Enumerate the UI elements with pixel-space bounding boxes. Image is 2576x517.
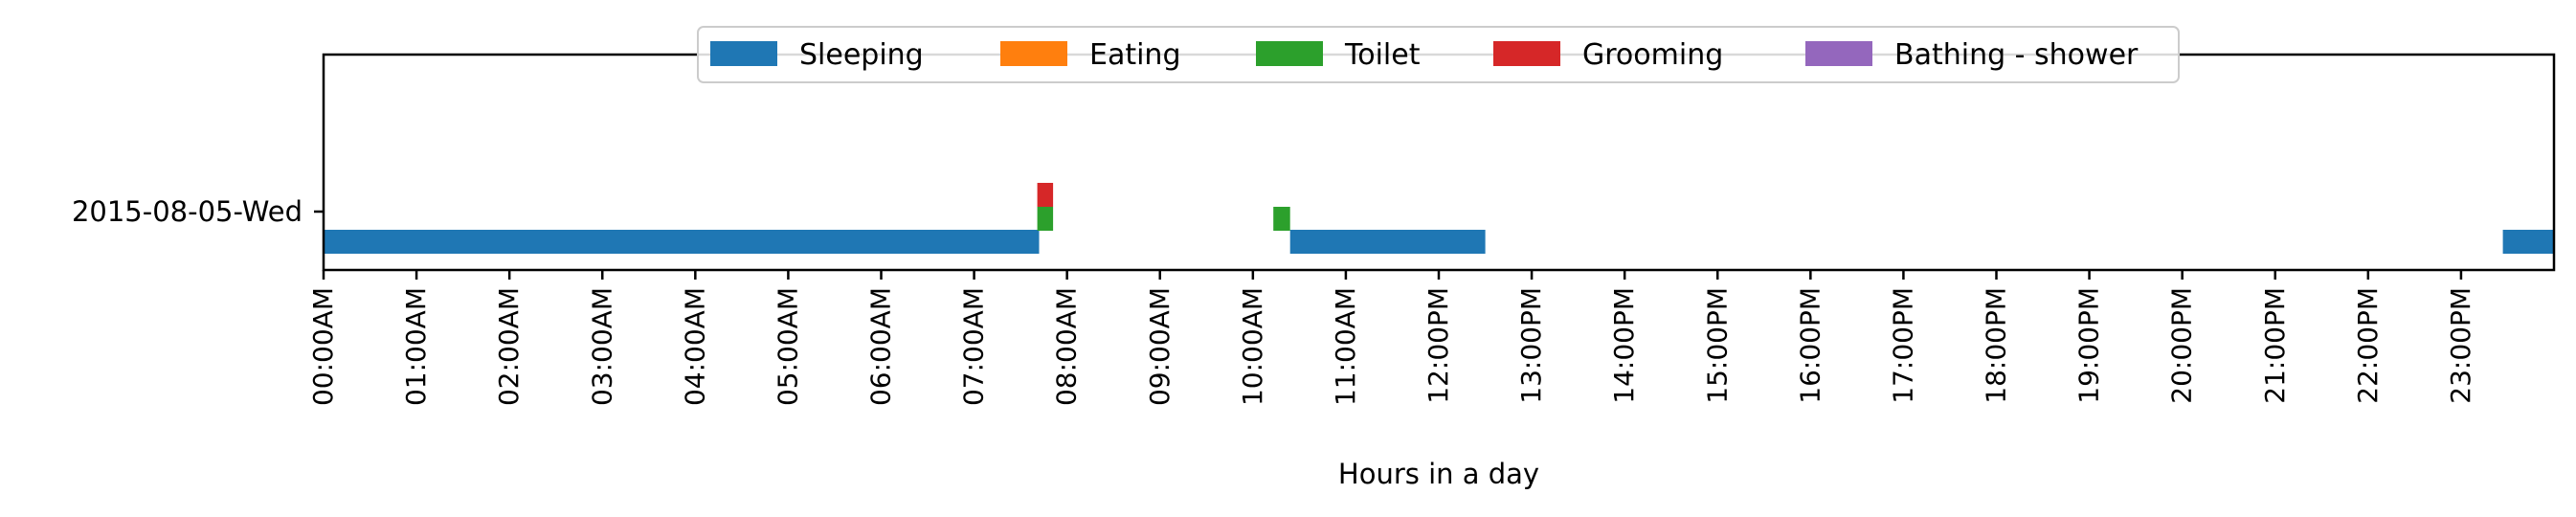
x-tick-label: 12:00PM (1422, 287, 1454, 404)
x-axis-label: Hours in a day (1338, 458, 1539, 490)
x-tick-label: 20:00PM (2166, 287, 2198, 404)
legend-swatch (710, 41, 777, 66)
legend-label: Sleeping (799, 38, 924, 72)
x-tick-label: 13:00PM (1515, 287, 1547, 404)
bar-sleeping-1 (1289, 230, 1486, 254)
bar-sleeping-0 (324, 230, 1040, 254)
legend-label: Grooming (1582, 38, 1723, 72)
bar-sleeping-2 (2502, 230, 2554, 254)
y-tick-label: 2015-08-05-Wed (72, 195, 302, 228)
legend-swatch (1000, 41, 1067, 66)
x-tick-label: 17:00PM (1887, 287, 1918, 404)
x-tick-label: 19:00PM (2073, 287, 2105, 404)
y-axis: 2015-08-05-Wed (72, 195, 324, 228)
x-tick-label: 05:00AM (772, 287, 803, 406)
x-tick-label: 00:00AM (307, 287, 339, 406)
legend: Sleeping Eating Toilet Grooming Bathing - sh… (697, 26, 2180, 83)
x-tick-label: 02:00AM (493, 287, 525, 406)
bar-grooming-0 (1037, 183, 1054, 207)
x-tick-label: 22:00PM (2352, 287, 2384, 404)
legend-swatch (1256, 41, 1323, 66)
x-tick-label: 03:00AM (586, 287, 617, 406)
legend-swatch (1493, 41, 1560, 66)
activity-bars (324, 183, 2554, 254)
x-tick-label: 15:00PM (1701, 287, 1733, 404)
bar-toilet-1 (1273, 207, 1290, 231)
x-tick-label: 01:00AM (400, 287, 432, 406)
legend-label: Toilet (1344, 38, 1421, 72)
legend-swatch (1805, 41, 1872, 66)
x-tick-label: 04:00AM (679, 287, 710, 406)
x-tick-label: 09:00AM (1144, 287, 1176, 406)
x-tick-label: 06:00AM (865, 287, 897, 406)
legend-frame (697, 26, 2180, 83)
x-tick-label: 14:00PM (1608, 287, 1640, 404)
x-tick-label: 18:00PM (1981, 287, 2012, 404)
x-tick-label: 16:00PM (1794, 287, 1826, 404)
x-tick-label: 21:00PM (2259, 287, 2291, 404)
x-tick-label: 11:00AM (1330, 287, 1361, 406)
bar-toilet-0 (1037, 207, 1054, 231)
x-tick-label: 10:00AM (1237, 287, 1268, 406)
x-tick-label: 08:00AM (1051, 287, 1083, 406)
x-tick-label: 07:00AM (958, 287, 990, 406)
x-axis: 00:00AM 01:00AM 02:00AM 03:00AM 04:00AM 05:00… (307, 270, 2476, 406)
x-tick-label: 23:00PM (2445, 287, 2476, 404)
legend-label: Eating (1089, 38, 1181, 72)
legend-label: Bathing - shower (1894, 38, 2139, 72)
